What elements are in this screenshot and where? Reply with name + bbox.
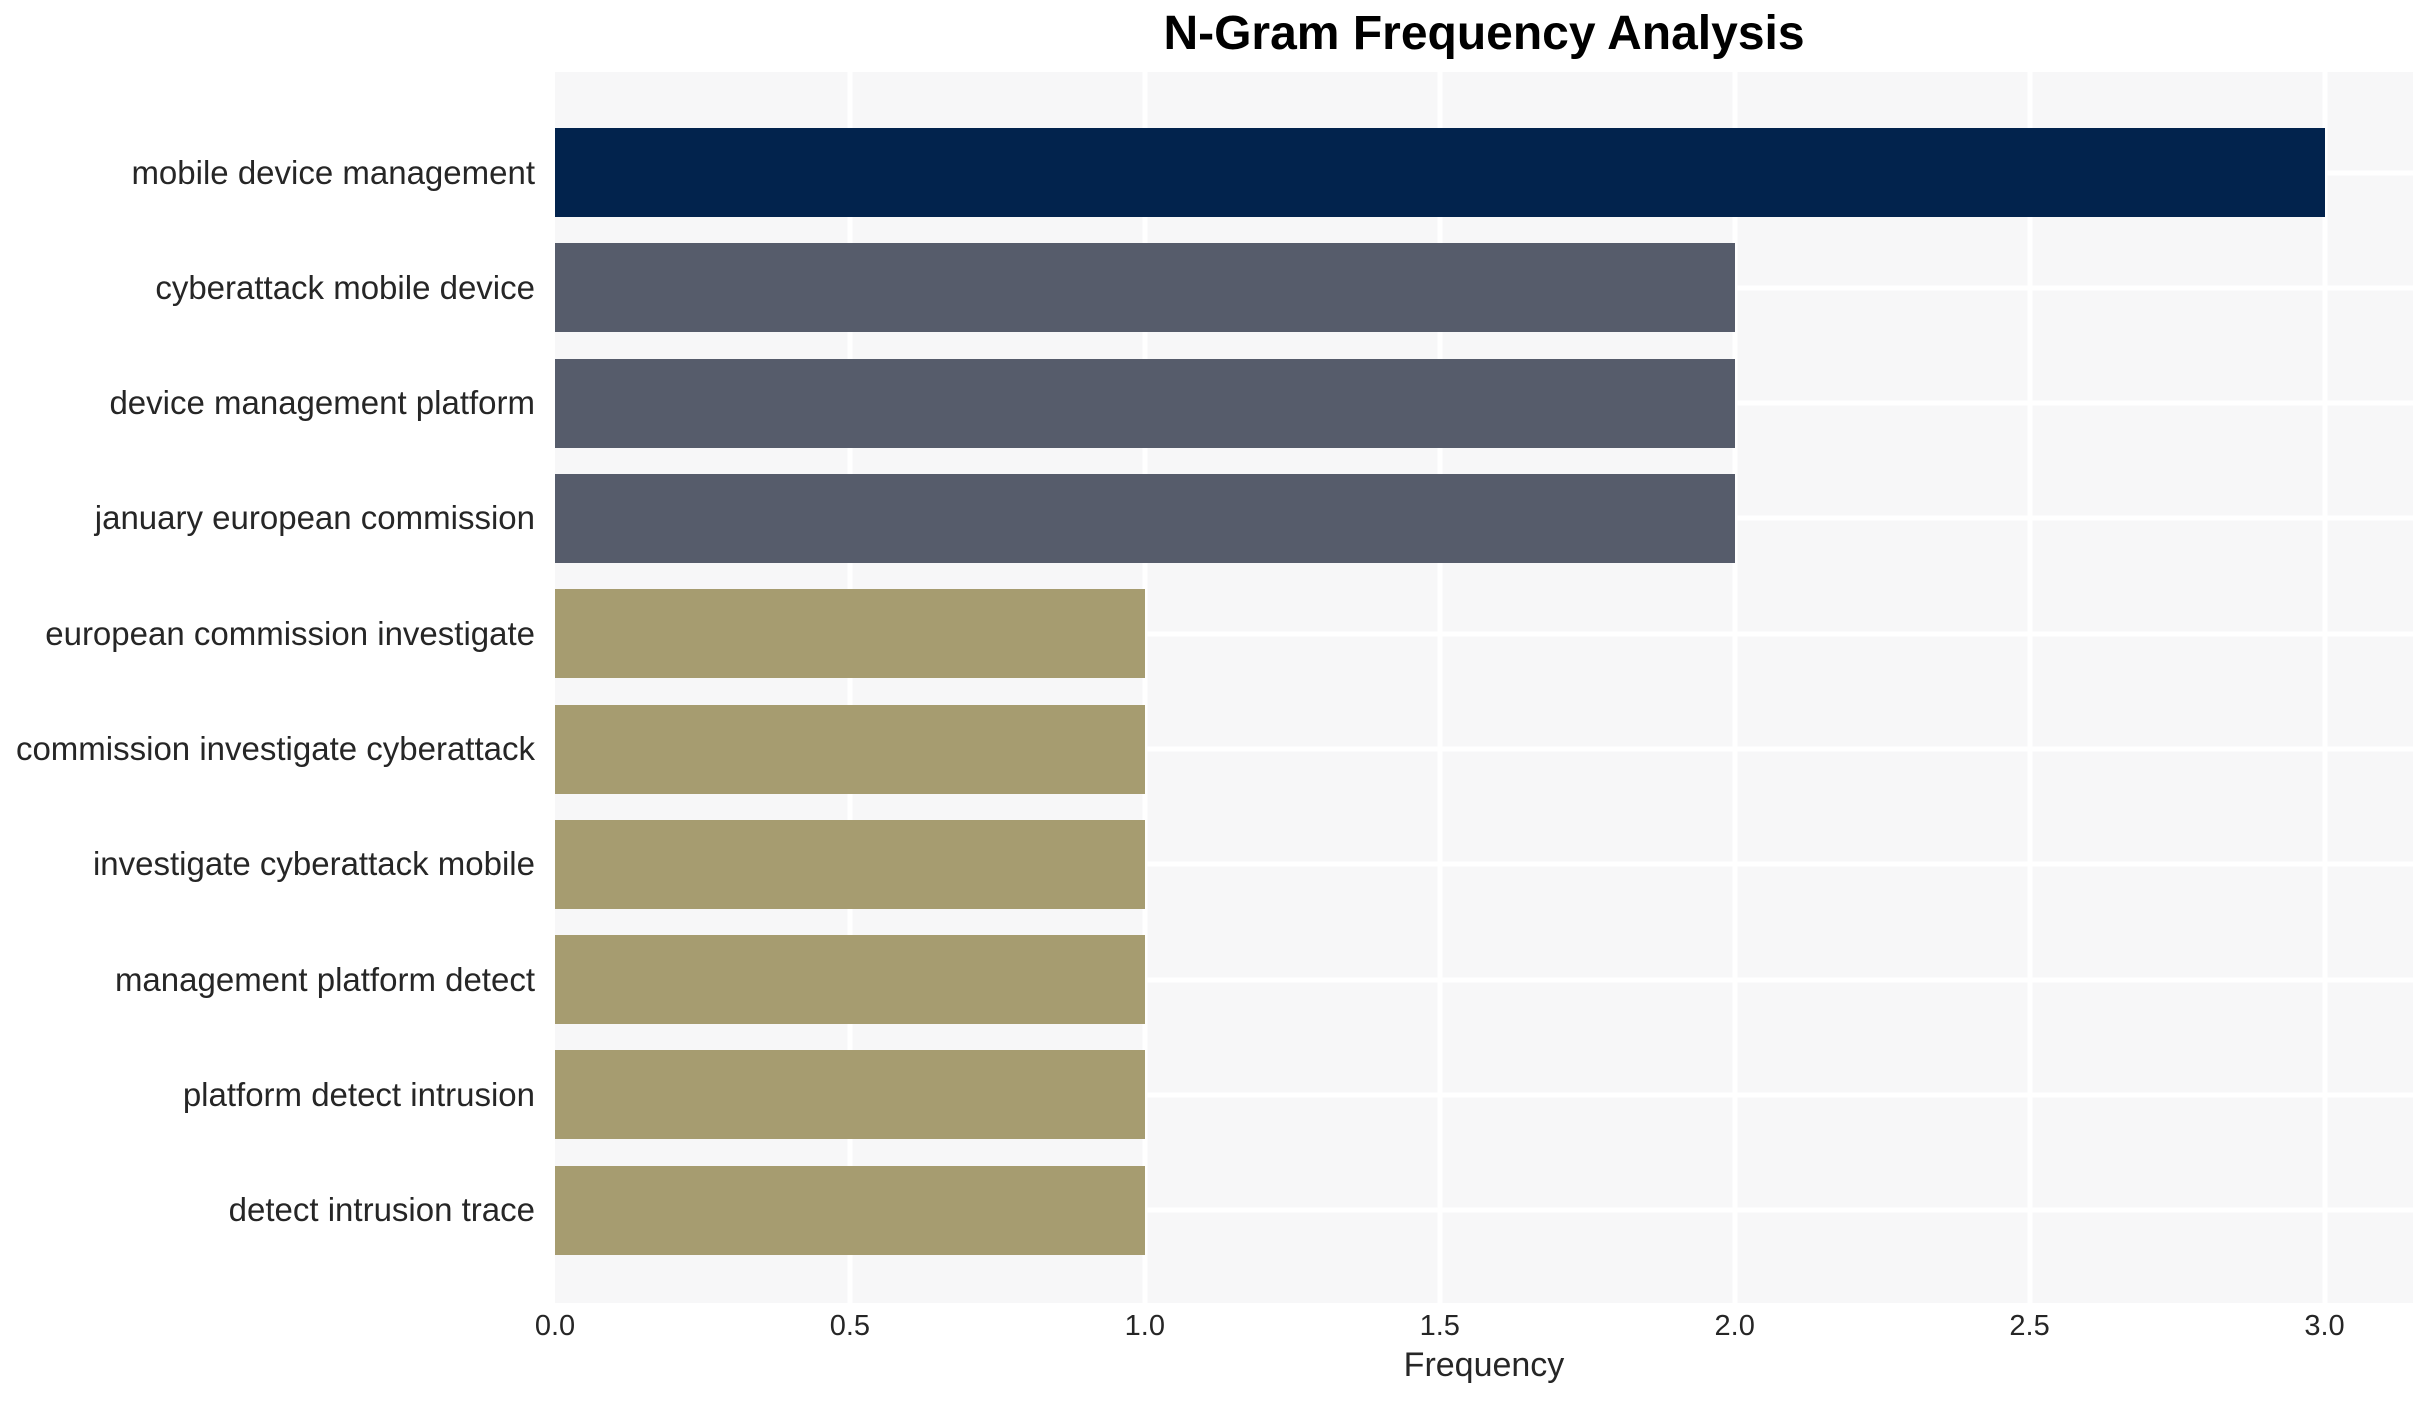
x-tick-label: 0.5: [829, 1310, 871, 1342]
bar-7: [555, 819, 1145, 909]
x-tick-label: 2.0: [1714, 1310, 1755, 1342]
y-axis-label: mobile device management: [131, 153, 535, 191]
gridline-horizontal: [555, 1207, 2413, 1213]
gridline-vertical: [1437, 72, 1443, 1303]
gridline-vertical: [847, 72, 853, 1303]
bar-6: [555, 704, 1145, 794]
gridline-vertical: [2027, 72, 2033, 1303]
y-axis-label: investigate cyberattack mobile: [92, 845, 535, 883]
y-axis-label: management platform detect: [114, 960, 535, 998]
y-axis-label: platform detect intrusion: [182, 1075, 535, 1113]
bar-5: [555, 589, 1145, 679]
y-axis-label: european commission investigate: [45, 614, 535, 652]
y-axis-label: device management platform: [109, 384, 535, 422]
bar-10: [555, 1165, 1145, 1255]
gridline-horizontal: [555, 746, 2413, 752]
x-tick-label: 2.5: [2009, 1310, 2050, 1342]
gridline-vertical: [1142, 72, 1148, 1303]
gridline-vertical: [2322, 72, 2328, 1303]
x-axis-title: Frequency: [1403, 1346, 1565, 1384]
y-axis-label: detect intrusion trace: [228, 1191, 535, 1229]
chart-title: N-Gram Frequency Analysis: [1163, 7, 1805, 60]
gridline-horizontal: [555, 631, 2413, 637]
gridline-horizontal: [555, 977, 2413, 983]
y-axis: mobile device management cyberattack mobi…: [0, 0, 545, 1402]
bar-2: [555, 243, 1735, 333]
bar-4: [555, 473, 1735, 563]
gridline-horizontal: [555, 861, 2413, 867]
bar-1: [555, 128, 2325, 217]
plot-area: [555, 72, 2413, 1303]
bar-9: [555, 1050, 1145, 1140]
x-tick-label: 1.5: [1419, 1310, 1460, 1342]
y-axis-label: commission investigate cyberattack: [15, 730, 535, 767]
gridline-vertical: [1732, 72, 1738, 1303]
bar-3: [555, 358, 1735, 448]
y-axis-label: cyberattack mobile device: [155, 268, 535, 306]
x-tick-label: 3.0: [2304, 1310, 2345, 1342]
y-axis-label: january european commission: [94, 499, 535, 537]
gridline-horizontal: [555, 1092, 2413, 1098]
bar-8: [555, 935, 1145, 1025]
x-tick-label: 1.0: [1124, 1310, 1165, 1342]
